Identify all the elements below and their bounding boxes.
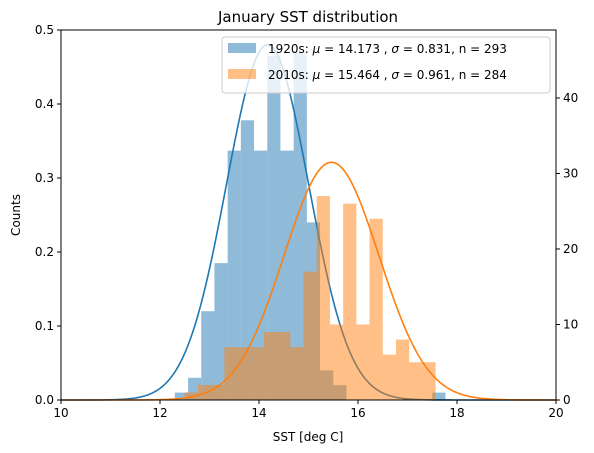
y-left-tick-label: 0.2 bbox=[35, 245, 54, 259]
axes-frame bbox=[60, 29, 557, 401]
bar-1920s bbox=[240, 120, 255, 400]
x-tick-label: 20 bbox=[548, 406, 563, 420]
y-axis-label: Counts bbox=[9, 194, 23, 236]
bar-2010s bbox=[329, 324, 344, 400]
bar-2010s bbox=[369, 218, 383, 400]
legend-2010s-mu-symbol: μ bbox=[312, 68, 321, 82]
bar-2010s bbox=[250, 347, 264, 400]
legend-frame bbox=[221, 36, 551, 94]
y-left-tick-label: 0.3 bbox=[35, 171, 54, 185]
legend: 1920s: μ = 14.173 , σ = 0.831, n = 293 2… bbox=[221, 36, 551, 94]
bar-2010s bbox=[356, 324, 370, 400]
y-right-tick-label: 20 bbox=[563, 242, 578, 256]
x-tick-label: 14 bbox=[251, 406, 266, 420]
bar-2010s bbox=[409, 362, 423, 400]
x-tick-label: 12 bbox=[152, 406, 167, 420]
bar-2010s bbox=[422, 362, 436, 400]
legend-1920s-mu-symbol: μ bbox=[312, 42, 321, 56]
legend-entry-1920s: 1920s: μ = 14.173 , σ = 0.831, n = 293 bbox=[268, 42, 507, 56]
bar-2010s bbox=[277, 332, 291, 400]
y-left-tick-label: 0.0 bbox=[35, 393, 54, 407]
chart-title: January SST distribution bbox=[217, 8, 398, 26]
bar-1920s bbox=[267, 55, 281, 401]
x-tick-label: 18 bbox=[449, 406, 464, 420]
bar-2010s bbox=[263, 332, 278, 400]
bar-2010s bbox=[382, 354, 396, 400]
x-tick-label: 10 bbox=[53, 406, 68, 420]
legend-2010s-sigma-symbol: σ bbox=[391, 68, 399, 82]
bar-1920s bbox=[201, 311, 215, 400]
y-right-tick-label: 30 bbox=[563, 166, 578, 180]
legend-2010s-mu-value: = 15.464 , bbox=[320, 68, 391, 82]
bar-2010s bbox=[395, 339, 410, 400]
x-tick-label: 16 bbox=[350, 406, 365, 420]
legend-1920s-mu-value: = 14.173 , bbox=[320, 42, 391, 56]
y-left-tick-label: 0.5 bbox=[35, 23, 54, 37]
legend-swatch-2010s bbox=[228, 69, 256, 79]
bar-2010s bbox=[343, 203, 357, 400]
bar-2010s bbox=[290, 347, 304, 400]
legend-1920s-sigma-value: = 0.831, n = 293 bbox=[399, 42, 507, 56]
bar-1920s bbox=[227, 150, 241, 400]
legend-swatch-1920s bbox=[228, 43, 256, 53]
bar-1920s bbox=[432, 392, 446, 400]
bar-1920s bbox=[174, 392, 189, 400]
y-right-tick-label: 0 bbox=[563, 393, 571, 407]
legend-1920s-sigma-symbol: σ bbox=[391, 42, 399, 56]
y-left-tick-label: 0.1 bbox=[35, 319, 54, 333]
y-right-tick-label: 10 bbox=[563, 317, 578, 331]
legend-entry-2010s: 2010s: μ = 15.464 , σ = 0.961, n = 284 bbox=[268, 68, 507, 82]
axes: 10 12 14 16 18 20 0.0 0.1 0.2 0.3 0.4 0.5 0 10 20 30 40 bbox=[35, 23, 578, 420]
legend-2010s-sigma-value: = 0.961, n = 284 bbox=[399, 68, 507, 82]
legend-2010s-prefix: 2010s: bbox=[268, 68, 313, 82]
bar-2010s bbox=[316, 196, 330, 400]
bar-2010s bbox=[303, 271, 317, 400]
x-axis-label: SST [deg C] bbox=[273, 430, 344, 444]
y-right-tick-label: 40 bbox=[563, 91, 578, 105]
y-left-tick-label: 0.4 bbox=[35, 97, 54, 111]
legend-1920s-prefix: 1920s: bbox=[268, 42, 313, 56]
